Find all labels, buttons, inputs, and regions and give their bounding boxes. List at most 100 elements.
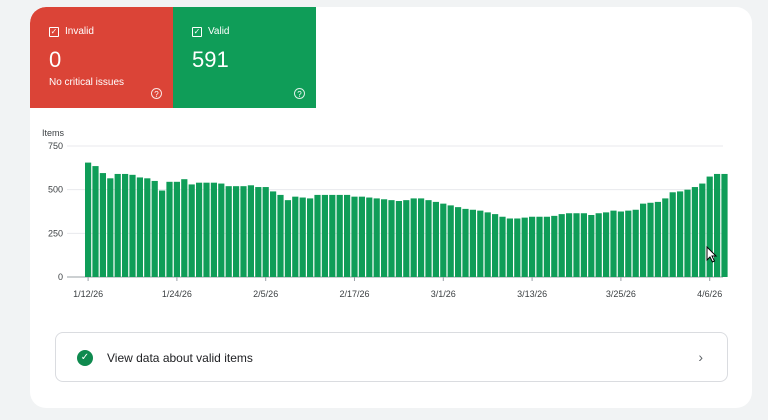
bar [159, 190, 166, 277]
y-tick-label: 250 [48, 228, 63, 238]
y-axis-label: Items [42, 128, 65, 138]
valid-count: 591 [192, 47, 229, 72]
bar [640, 203, 647, 277]
invalid-subtitle: No critical issues [49, 77, 125, 88]
bar [543, 216, 550, 277]
check-circle-icon: ✓ [77, 350, 93, 366]
chevron-right-icon[interactable]: › [698, 349, 703, 365]
view-valid-items-label: View data about valid items [107, 351, 253, 365]
x-tick-label: 3/25/26 [606, 289, 636, 299]
bar [440, 203, 447, 277]
bar [684, 189, 691, 277]
bar [358, 196, 365, 277]
bar [551, 215, 558, 277]
bar [654, 201, 661, 277]
y-tick-label: 0 [58, 272, 63, 282]
y-tick-label: 500 [48, 185, 63, 195]
bar [255, 187, 262, 277]
bar [506, 218, 513, 277]
bar [314, 194, 321, 277]
bar [92, 166, 99, 277]
bar [351, 196, 358, 277]
x-tick-label: 1/12/26 [73, 289, 103, 299]
bar [721, 173, 728, 277]
bar [625, 210, 632, 277]
bar [669, 192, 676, 277]
bar [647, 202, 654, 277]
x-tick-label: 2/5/26 [253, 289, 278, 299]
valid-checkbox-icon[interactable]: ✓ [192, 26, 202, 37]
bar [129, 174, 136, 277]
x-tick-label: 2/17/26 [339, 289, 369, 299]
bar [181, 179, 188, 277]
valid-tile-header: ✓ Valid [192, 26, 230, 37]
x-tick-label: 3/13/26 [517, 289, 547, 299]
bar [122, 173, 129, 277]
bar [196, 182, 203, 277]
bar [632, 209, 639, 277]
bar [173, 181, 180, 277]
bar [610, 210, 617, 277]
bar [432, 201, 439, 277]
x-tick-label: 3/1/26 [431, 289, 456, 299]
bar [425, 200, 432, 277]
bar [573, 213, 580, 277]
bar [484, 212, 491, 277]
bar [521, 217, 528, 277]
bar [366, 197, 373, 277]
bar [114, 173, 121, 277]
bar [499, 216, 506, 277]
bar [299, 197, 306, 277]
bar [381, 199, 388, 277]
bar [714, 173, 721, 277]
bar [85, 162, 92, 277]
x-tick-label: 1/24/26 [162, 289, 192, 299]
bar [233, 186, 240, 277]
bar [558, 214, 565, 277]
valid-help-icon[interactable]: ? [294, 88, 305, 99]
bar [225, 186, 232, 277]
bar [699, 183, 706, 277]
bar [706, 176, 713, 277]
bar [240, 186, 247, 277]
bar [580, 213, 587, 277]
bar [373, 198, 380, 277]
bar [166, 181, 173, 277]
invalid-status-tile[interactable]: ✓ Invalid 0 No critical issues ? [30, 7, 173, 108]
invalid-count: 0 [49, 47, 62, 72]
mouse-cursor-icon [706, 246, 718, 263]
bar [329, 194, 336, 277]
bar [447, 205, 454, 277]
bar [321, 194, 328, 277]
bar [514, 218, 521, 277]
bar [99, 173, 106, 277]
bar [588, 214, 595, 277]
bar [270, 191, 277, 277]
bar [395, 201, 402, 277]
bar [462, 208, 469, 277]
bar [247, 185, 254, 277]
y-tick-label: 750 [48, 141, 63, 151]
bar [284, 200, 291, 277]
bar [603, 212, 610, 277]
bar [218, 183, 225, 277]
bar [691, 187, 698, 277]
bar [210, 182, 217, 277]
valid-label: Valid [208, 26, 230, 37]
invalid-checkbox-icon[interactable]: ✓ [49, 26, 59, 37]
bar [292, 196, 299, 277]
bar [336, 194, 343, 277]
bar [403, 200, 410, 277]
invalid-help-icon[interactable]: ? [151, 88, 162, 99]
bar [277, 194, 284, 277]
bar [617, 211, 624, 277]
view-valid-items-row[interactable]: ✓ View data about valid items › [55, 332, 728, 382]
valid-status-tile[interactable]: ✓ Valid 591 ? [173, 7, 316, 108]
bar [307, 198, 314, 277]
bar [136, 177, 143, 277]
invalid-tile-header: ✓ Invalid [49, 26, 94, 37]
bar [492, 214, 499, 277]
items-bar-chart: Items 0 250 500 750 1/12/26 1/24/26 2/5/26 2/17/… [42, 128, 728, 299]
bar [566, 213, 573, 277]
bar [469, 209, 476, 277]
